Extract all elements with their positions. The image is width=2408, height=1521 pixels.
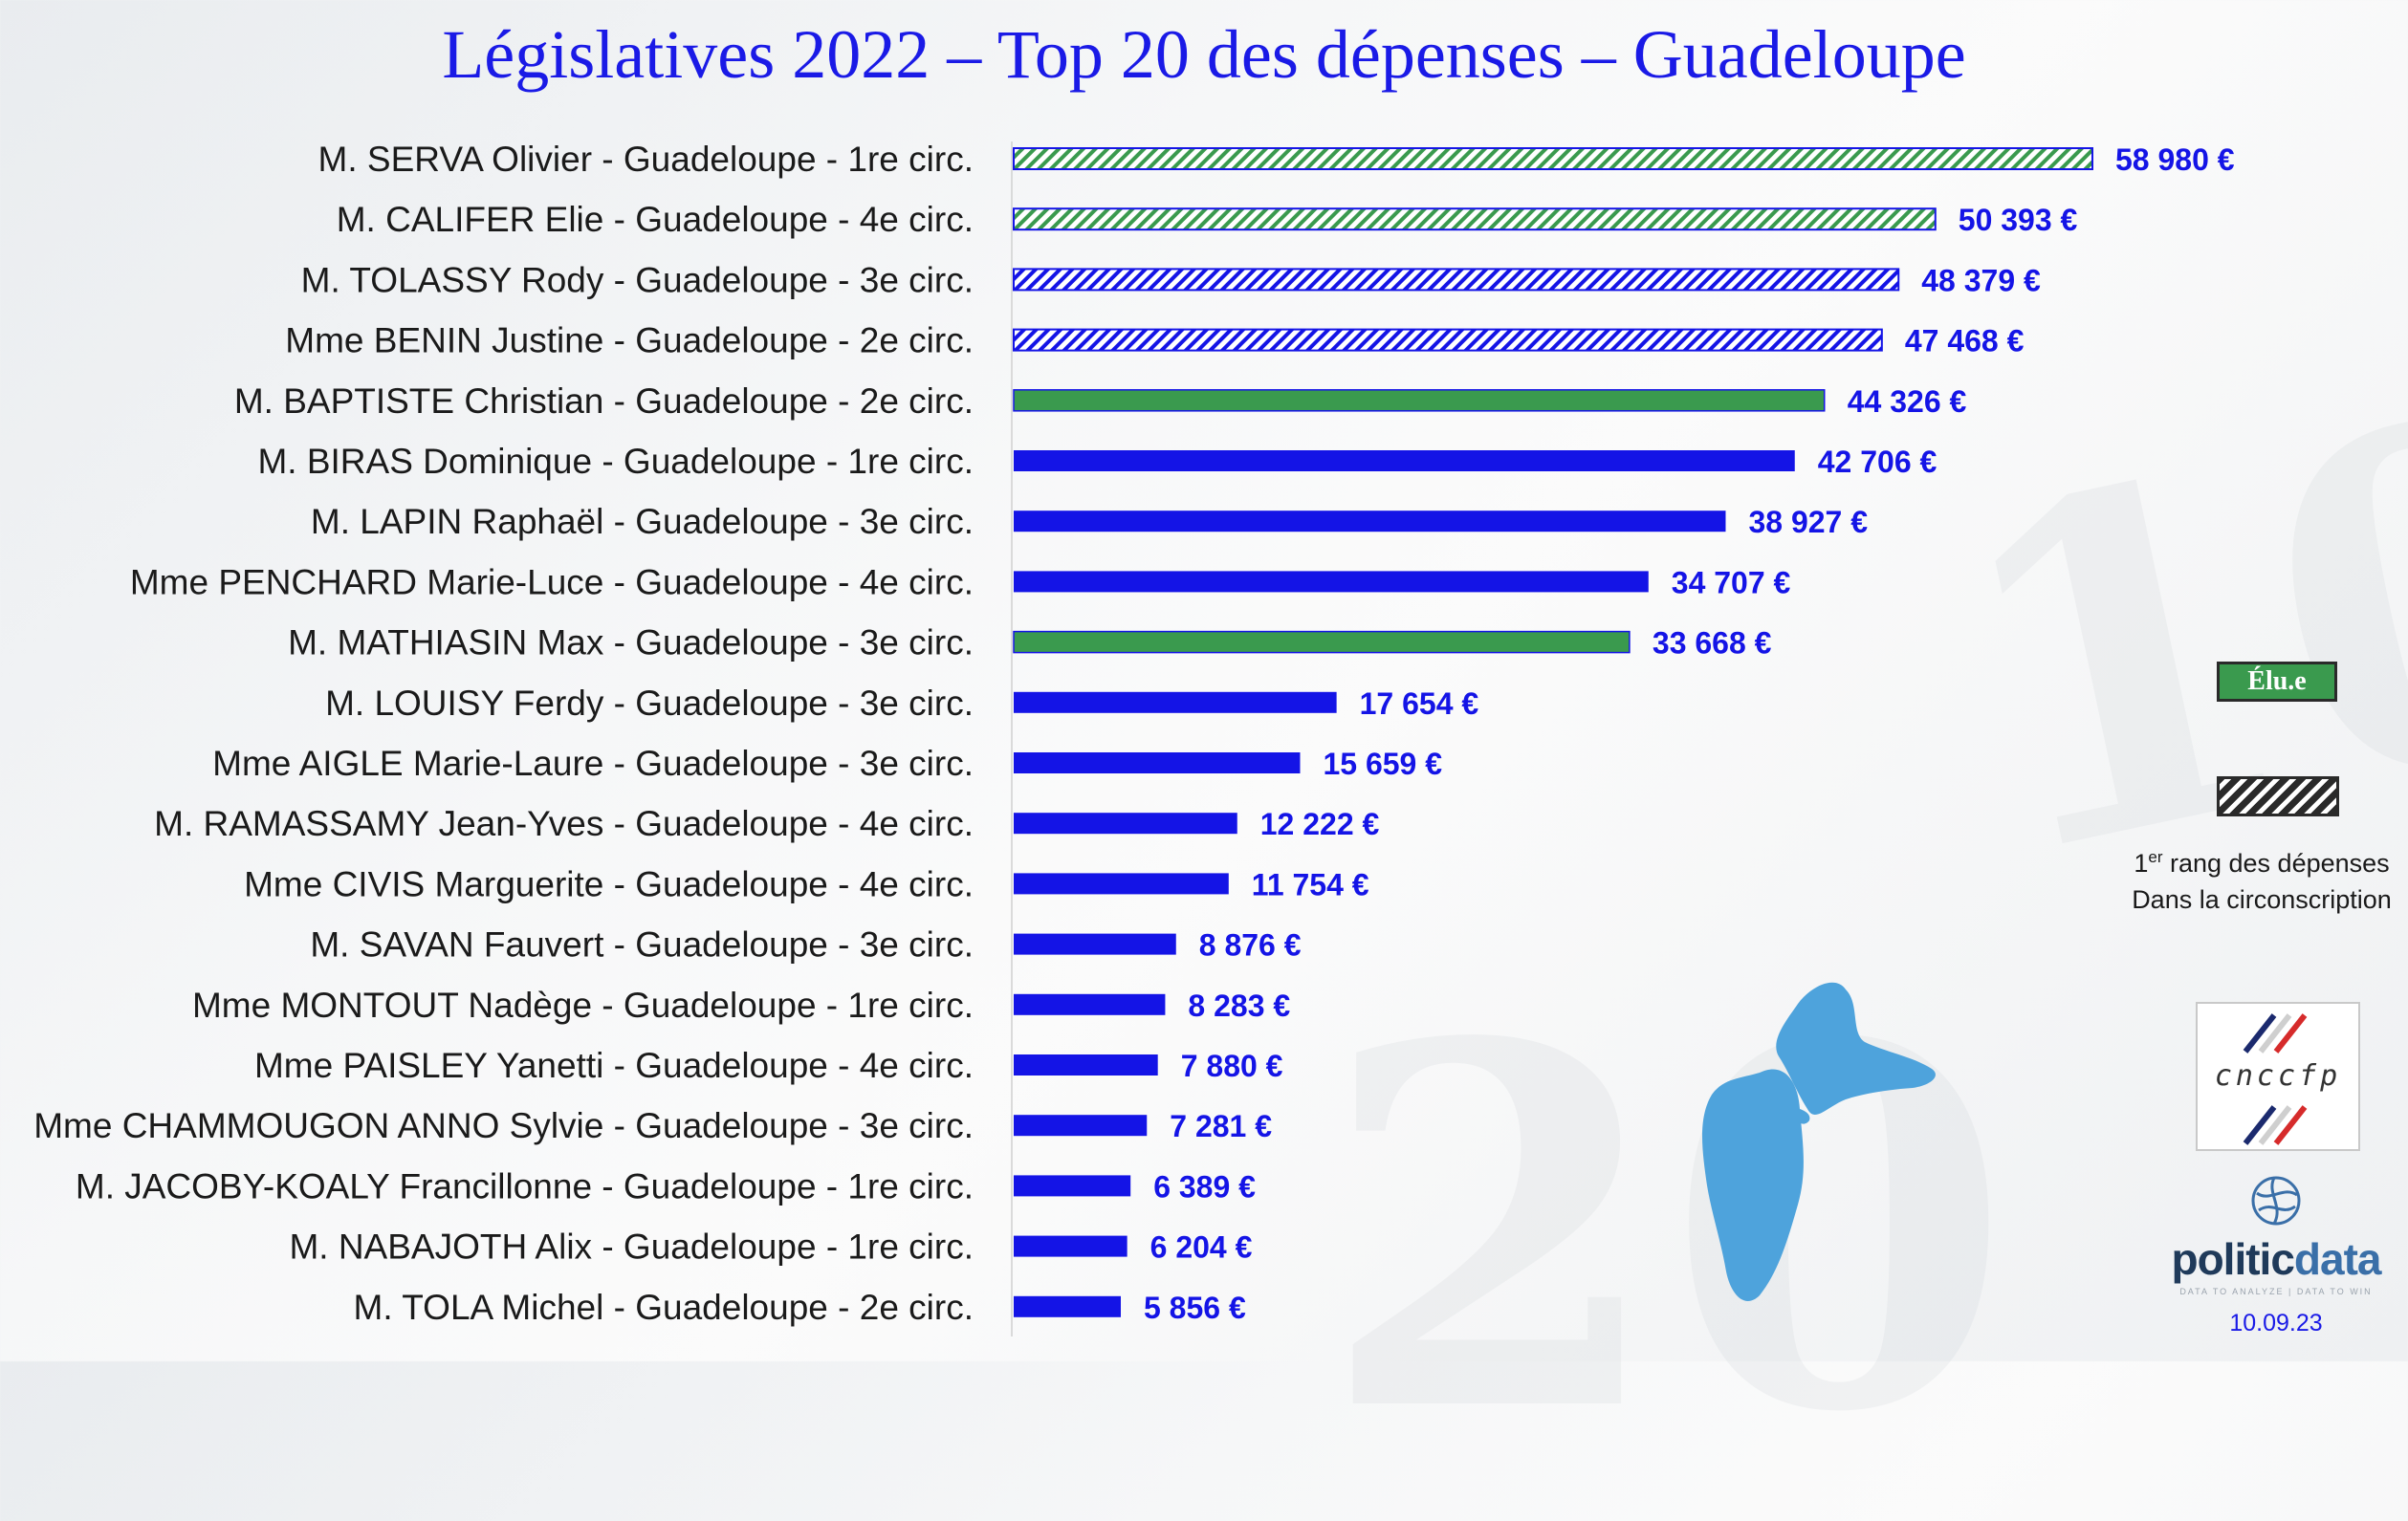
category-label: M. NABAJOTH Alix - Guadeloupe - 1re circ… <box>289 1228 974 1267</box>
category-label: M. SAVAN Fauvert - Guadeloupe - 3e circ. <box>310 925 974 965</box>
category-label: Mme BENIN Justine - Guadeloupe - 2e circ… <box>285 321 974 360</box>
legend-hatch-line1-rest: rang des dépenses <box>2162 849 2390 878</box>
category-label: M. RAMASSAMY Jean-Yves - Guadeloupe - 4e… <box>154 804 974 843</box>
bar <box>1014 691 1337 713</box>
value-label: 8 876 € <box>1199 928 1302 963</box>
value-label: 15 659 € <box>1323 747 1442 781</box>
bar <box>1014 752 1301 773</box>
value-label: 58 980 € <box>2115 142 2235 177</box>
category-label: M. TOLA Michel - Guadeloupe - 2e circ. <box>354 1288 974 1327</box>
category-label: M. BIRAS Dominique - Guadeloupe - 1re ci… <box>257 442 974 481</box>
politicdata-tagline: DATA TO ANALYZE | DATA TO WIN <box>2179 1287 2373 1296</box>
category-label: Mme MONTOUT Nadège - Guadeloupe - 1re ci… <box>192 986 974 1025</box>
politicdata-logo-part2: data <box>2293 1234 2382 1284</box>
bar <box>1013 328 1883 352</box>
value-label: 8 283 € <box>1188 989 1290 1023</box>
value-label: 11 754 € <box>1252 867 1369 902</box>
globe-icon <box>2251 1176 2301 1226</box>
bar <box>1014 993 1166 1015</box>
value-label: 42 706 € <box>1818 445 1937 479</box>
bar <box>1014 873 1229 895</box>
bar-chart: M. SERVA Olivier - Guadeloupe - 1re circ… <box>33 140 2235 1336</box>
bar <box>1014 1235 1127 1257</box>
value-label: 38 927 € <box>1748 505 1868 539</box>
politicdata-logo: politicdata <box>2104 1233 2408 1285</box>
bar <box>1014 1295 1121 1317</box>
date-label: 10.09.23 <box>2229 1310 2323 1336</box>
value-label: 33 668 € <box>1653 626 1772 661</box>
legend-hatch-swatch <box>2217 776 2339 816</box>
guadeloupe-map-icon <box>1702 982 1936 1301</box>
category-label: M. JACOBY-KOALY Francillonne - Guadeloup… <box>76 1166 974 1206</box>
politicdata-logo-part1: politic <box>2171 1234 2294 1284</box>
legend-elected-label: Élu.e <box>2247 666 2307 696</box>
chart-title: Législatives 2022 – Top 20 des dépenses … <box>442 16 1966 93</box>
legend-elected-swatch: Élu.e <box>2217 662 2337 702</box>
value-label: 7 281 € <box>1170 1109 1272 1143</box>
bar <box>1013 630 1631 654</box>
value-label: 34 707 € <box>1672 565 1791 599</box>
legend-hatch-line2: Dans la circonscription <box>2132 885 2392 914</box>
bar <box>1013 268 1900 292</box>
bar <box>1014 511 1726 532</box>
value-label: 6 389 € <box>1153 1169 1256 1204</box>
bar <box>1014 1115 1148 1137</box>
bar <box>1013 207 1937 231</box>
bar <box>1014 1054 1158 1076</box>
value-label: 17 654 € <box>1360 686 1479 721</box>
value-label: 6 204 € <box>1150 1230 1253 1265</box>
value-label: 5 856 € <box>1144 1291 1246 1325</box>
bar <box>1014 1175 1131 1197</box>
value-label: 7 880 € <box>1181 1049 1283 1083</box>
category-label: M. LAPIN Raphaël - Guadeloupe - 3e circ. <box>311 502 974 541</box>
value-label: 50 393 € <box>1959 203 2078 237</box>
bar <box>1013 147 2093 170</box>
value-label: 47 468 € <box>1905 324 2025 359</box>
category-label: M. TOLASSY Rody - Guadeloupe - 3e circ. <box>301 260 974 299</box>
bar <box>1013 389 1826 412</box>
bar <box>1014 933 1176 955</box>
value-label: 12 222 € <box>1260 807 1380 841</box>
category-label: M. CALIFER Elie - Guadeloupe - 4e circ. <box>337 200 974 239</box>
bar <box>1014 571 1649 593</box>
legend-hatch-line1-prefix: 1 <box>2134 849 2149 878</box>
value-label: 44 326 € <box>1848 384 1967 419</box>
category-label: Mme AIGLE Marie-Laure - Guadeloupe - 3e … <box>212 744 974 783</box>
cnccfp-logo: cnccfp <box>2196 1002 2360 1151</box>
bar <box>1014 813 1237 835</box>
cnccfp-stripes-icon <box>2243 1013 2308 1145</box>
legend-hatch-label: 1er rang des dépenses Dans la circonscri… <box>2104 839 2408 918</box>
category-label: Mme PAISLEY Yanetti - Guadeloupe - 4e ci… <box>254 1046 974 1085</box>
bar <box>1014 450 1795 471</box>
category-label: Mme CHAMMOUGON ANNO Sylvie - Guadeloupe … <box>33 1106 974 1145</box>
category-label: M. BAPTISTE Christian - Guadeloupe - 2e … <box>234 381 974 421</box>
category-label: Mme CIVIS Marguerite - Guadeloupe - 4e c… <box>244 864 974 903</box>
category-label: M. MATHIASIN Max - Guadeloupe - 3e circ. <box>288 623 974 663</box>
category-label: M. SERVA Olivier - Guadeloupe - 1re circ… <box>318 140 974 179</box>
category-label: M. LOUISY Ferdy - Guadeloupe - 3e circ. <box>325 684 974 723</box>
value-label: 48 379 € <box>1921 263 2041 297</box>
category-label: Mme PENCHARD Marie-Luce - Guadeloupe - 4… <box>130 562 974 601</box>
legend-hatch-line1-sup: er <box>2148 848 2163 866</box>
cnccfp-logo-text: cnccfp <box>2214 1059 2342 1093</box>
